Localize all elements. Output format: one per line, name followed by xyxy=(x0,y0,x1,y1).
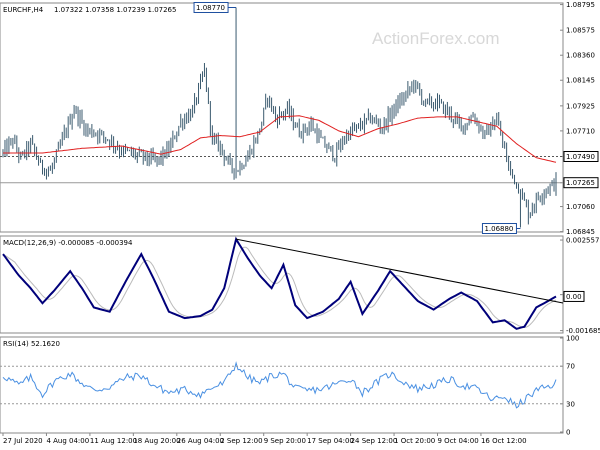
price-y-tick-label: 1.07060 xyxy=(566,203,595,211)
macd-panel-frame xyxy=(0,235,564,334)
macd-trendline xyxy=(235,238,564,304)
macd-current-box xyxy=(563,290,585,302)
x-tick-label: 27 Jul 2020 xyxy=(3,437,43,445)
x-tick-label: 2 Sep 12:00 xyxy=(220,437,262,445)
rsi-y-tick-label: 100 xyxy=(566,335,579,343)
high-label-box xyxy=(193,1,229,13)
x-tick-label: 1 Oct 20:00 xyxy=(394,437,435,445)
moving-average-line xyxy=(3,115,557,163)
macd-y-tick-label: -0.001685 xyxy=(566,327,600,335)
rsi-y-tick-label: 70 xyxy=(566,363,575,371)
current-price-label: 1.07265 xyxy=(566,179,595,187)
price-y-tick-label: 1.07925 xyxy=(566,102,595,110)
rsi-line xyxy=(2,361,557,409)
x-tick-label: 11 Aug 12:00 xyxy=(90,437,137,445)
low-label: 1.06880 xyxy=(484,225,513,233)
x-tick-label: 9 Sep 20:00 xyxy=(264,437,306,445)
x-tick-label: 24 Sep 12:00 xyxy=(351,437,398,445)
macd-current-label: 0.00 xyxy=(566,293,582,301)
rsi-panel-frame xyxy=(0,336,564,434)
rsi-title: RSI(14) 52.1620 xyxy=(3,340,60,348)
x-tick-label: 18 Aug 20:00 xyxy=(133,437,180,445)
rsi-panel: RSI(14) 52.1620 100 70 30 0 xyxy=(0,335,579,437)
macd-title: MACD(12,26,9) -0.000085 -0.000394 xyxy=(3,239,133,247)
watermark: ActionForex.com xyxy=(372,29,500,48)
price-panel-frame xyxy=(0,2,564,233)
price-y-tick-label: 1.08145 xyxy=(566,77,595,85)
macd-panel: MACD(12,26,9) -0.000085 -0.000394 0.0025… xyxy=(0,235,600,335)
price-labels: 1.08770 1.06880 1.07490 1.07265 xyxy=(193,1,599,235)
x-tick-label: 9 Oct 04:00 xyxy=(438,437,479,445)
macd-line xyxy=(2,236,557,330)
price-y-axis: 1.08795 1.08575 1.08360 1.08145 1.07925 1.077… xyxy=(560,1,595,236)
price-y-tick-label: 1.07710 xyxy=(566,127,595,135)
x-tick-label: 26 Aug 04:00 xyxy=(177,437,224,445)
macd-y-tick-label: 0.002557 xyxy=(566,237,599,245)
price-title: EURCHF,H4 xyxy=(3,6,44,14)
x-tick-label: 17 Sep 04:00 xyxy=(307,437,354,445)
level-label: 1.07490 xyxy=(566,153,595,161)
x-tick-label: 16 Oct 12:00 xyxy=(481,437,527,445)
price-y-tick-label: 1.06845 xyxy=(566,228,595,236)
price-panel: EURCHF,H4 1.07322 1.07358 1.07239 1.0726… xyxy=(0,1,599,236)
macd-y-axis: 0.002557 0.00 -0.001685 xyxy=(560,237,600,335)
rsi-y-tick-label: 0 xyxy=(566,429,570,437)
high-label: 1.08770 xyxy=(196,4,225,12)
price-y-tick-label: 1.08575 xyxy=(566,27,595,35)
price-ohlc: 1.07322 1.07358 1.07239 1.07265 xyxy=(54,6,176,14)
low-label-box xyxy=(481,223,517,235)
current-price-box xyxy=(563,177,599,189)
x-tick-label: 4 Aug 04:00 xyxy=(46,437,89,445)
price-y-tick-label: 1.08795 xyxy=(566,1,595,9)
price-reference-lines xyxy=(0,155,563,184)
macd-signal-line xyxy=(2,246,557,328)
price-y-tick-label: 1.08360 xyxy=(566,52,595,60)
rsi-y-tick-label: 30 xyxy=(566,400,575,408)
level-label-box xyxy=(563,150,599,162)
